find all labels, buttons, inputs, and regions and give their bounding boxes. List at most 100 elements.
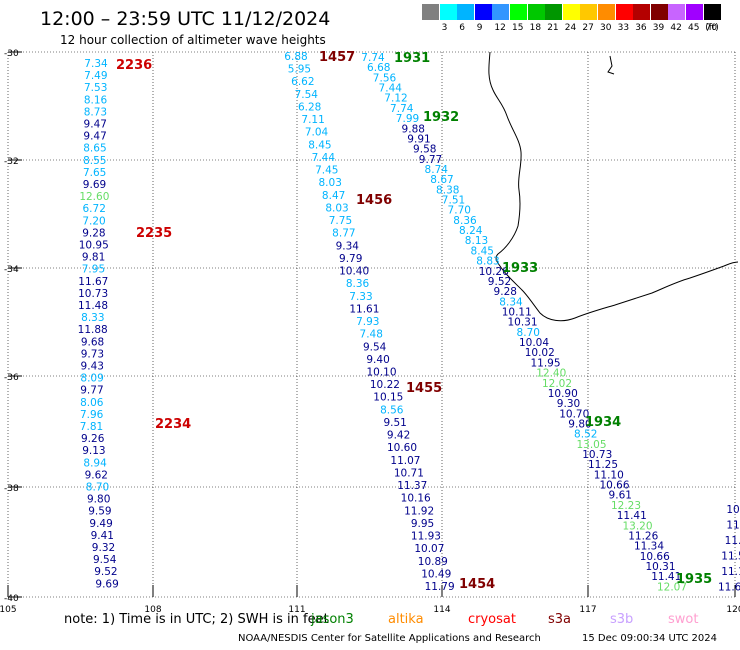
wave-height-value: 10.07 bbox=[414, 543, 444, 555]
wave-height-value: 8.36 bbox=[453, 215, 477, 227]
wave-height-value: 11.5 bbox=[721, 551, 740, 563]
pass-time-label: 1454 bbox=[459, 577, 495, 592]
legend-swatch bbox=[598, 4, 615, 20]
wave-height-value: 8.45 bbox=[308, 139, 331, 151]
wave-height-value: 6.28 bbox=[298, 101, 321, 113]
wave-height-value: 8.03 bbox=[325, 202, 348, 214]
wave-height-value: 7.74 bbox=[361, 52, 385, 64]
wave-height-value: 9.51 bbox=[383, 417, 406, 429]
page-title: 12:00 – 23:59 UTC 11/12/2024 bbox=[40, 8, 331, 30]
wave-height-value: 7.45 bbox=[315, 165, 338, 177]
wave-height-value: 8.74 bbox=[425, 164, 449, 176]
wave-height-value: 7.95 bbox=[82, 264, 105, 276]
legend-label: 12 bbox=[494, 23, 506, 33]
wave-height-value: 8.33 bbox=[81, 312, 104, 324]
pass-time-label: 2234 bbox=[155, 417, 191, 432]
wave-height-value: 10.66 bbox=[599, 480, 629, 492]
wave-height-value: 11.37 bbox=[397, 480, 427, 492]
wave-height-value: 12.40 bbox=[536, 368, 566, 380]
wave-height-value: 13.05 bbox=[576, 439, 606, 451]
wave-height-value: 9.73 bbox=[81, 348, 104, 360]
wave-height-value: 9.69 bbox=[83, 179, 106, 191]
pass-time-label: 1457 bbox=[319, 50, 355, 65]
wave-height-value: 9.32 bbox=[92, 542, 115, 554]
legend-label: 42 bbox=[670, 23, 682, 33]
wave-height-value: 8.56 bbox=[380, 404, 404, 416]
wave-height-value: 10.04 bbox=[519, 337, 549, 349]
wave-height-value: 10.31 bbox=[507, 317, 537, 329]
wave-height-value: 9.79 bbox=[339, 253, 362, 265]
wave-height-value: 9.77 bbox=[80, 385, 103, 397]
wave-height-value: 9.59 bbox=[88, 506, 111, 518]
wave-height-value: 9.77 bbox=[419, 154, 442, 166]
wave-height-value: 10.60 bbox=[387, 442, 417, 454]
wave-height-value: 9.54 bbox=[363, 341, 387, 353]
legend-swatch bbox=[703, 4, 721, 20]
footer-credit: NOAA/NESDIS Center for Satellite Applica… bbox=[238, 633, 541, 644]
wave-height-value: 10.89 bbox=[418, 556, 448, 568]
wave-height-value: 8.24 bbox=[459, 225, 483, 237]
wave-height-value: 8.13 bbox=[465, 235, 488, 247]
wave-height-value: 8.67 bbox=[430, 174, 453, 186]
wave-height-value: 11.67 bbox=[78, 276, 108, 288]
pass-time-label: 1456 bbox=[356, 193, 392, 208]
lat-tick-label: -34 bbox=[4, 265, 19, 275]
wave-height-value: 7.93 bbox=[356, 316, 379, 328]
lon-tick-label: 117 bbox=[579, 605, 596, 615]
legend-swatch bbox=[650, 4, 668, 20]
wave-height-value: 11.25 bbox=[588, 459, 618, 471]
wave-height-value: 11.48 bbox=[78, 300, 108, 312]
wave-height-value: 7.75 bbox=[329, 215, 352, 227]
wave-height-value: 7.96 bbox=[80, 409, 104, 421]
wave-height-value: 9.52 bbox=[94, 566, 117, 578]
satellite-legend-cryosat: cryosat bbox=[468, 612, 516, 627]
wave-height-value: 7.33 bbox=[349, 291, 372, 303]
wave-height-value: 8.36 bbox=[346, 278, 370, 290]
legend-swatch bbox=[668, 4, 686, 20]
wave-height-value: 6.88 bbox=[284, 51, 307, 63]
wave-height-value: 9.68 bbox=[81, 336, 104, 348]
wave-height-value: 9.58 bbox=[413, 144, 436, 156]
wave-height-value: 10.49 bbox=[421, 568, 451, 580]
wave-height-value: 7.54 bbox=[295, 89, 319, 101]
wave-height-value: 5.95 bbox=[288, 64, 311, 76]
wave-height-value: 10.95 bbox=[79, 240, 109, 252]
wave-height-value: 7.11 bbox=[301, 114, 324, 126]
wave-height-value: 7.65 bbox=[83, 167, 106, 179]
wave-height-value: 9.91 bbox=[407, 133, 430, 145]
wave-height-value: 10.02 bbox=[525, 347, 555, 359]
pass-time-label: 2236 bbox=[116, 58, 152, 73]
legend-swatch bbox=[615, 4, 633, 20]
wave-height-value: 7.12 bbox=[384, 93, 407, 105]
wave-height-value: 10.15 bbox=[373, 392, 403, 404]
wave-height-value: 11.61 bbox=[718, 582, 740, 594]
pass-1931: 7.746.687.567.447.127.747.999.889.919.58… bbox=[361, 52, 687, 593]
wave-height-value: 8.83 bbox=[476, 256, 499, 268]
time-labels: 2236 2235 2234 1457 1456 1455 1454 1931 1932 1933… bbox=[116, 50, 712, 592]
wave-height-value: 11.07 bbox=[390, 455, 420, 467]
wave-height-value: 11 bbox=[726, 520, 739, 532]
legend-swatch bbox=[492, 4, 510, 20]
wave-height-value: 10.10 bbox=[366, 367, 396, 379]
page-subtitle: 12 hour collection of altimeter wave hei… bbox=[60, 33, 326, 47]
lon-tick-label: 114 bbox=[433, 605, 450, 615]
wave-height-value: 8.52 bbox=[574, 429, 597, 441]
legend-swatch bbox=[686, 4, 703, 20]
pass-1457: 6.885.956.627.546.287.117.048.457.447.45… bbox=[284, 51, 454, 593]
wave-height-value: 10.40 bbox=[339, 266, 369, 278]
legend-swatch bbox=[457, 4, 475, 20]
wave-height-value: 9.80 bbox=[87, 494, 110, 506]
legend-swatch bbox=[527, 4, 545, 20]
footer-note: note: 1) Time is in UTC; 2) SWH is in fe… bbox=[64, 612, 329, 627]
legend-swatch bbox=[580, 4, 598, 20]
wave-height-value: 7.74 bbox=[390, 103, 414, 115]
lat-tick-label: -40 bbox=[4, 594, 19, 604]
wave-height-value: 8.70 bbox=[517, 327, 540, 339]
wave-height-value: 7.44 bbox=[312, 152, 336, 164]
wave-height-value: 9.34 bbox=[336, 240, 360, 252]
wave-height-value: 9.54 bbox=[93, 554, 117, 566]
wave-height-value: 10 bbox=[726, 504, 739, 516]
legend-label: 39 bbox=[652, 23, 665, 33]
wave-height-value: 10.70 bbox=[559, 408, 589, 420]
wave-height-value: 11.95 bbox=[530, 357, 560, 369]
